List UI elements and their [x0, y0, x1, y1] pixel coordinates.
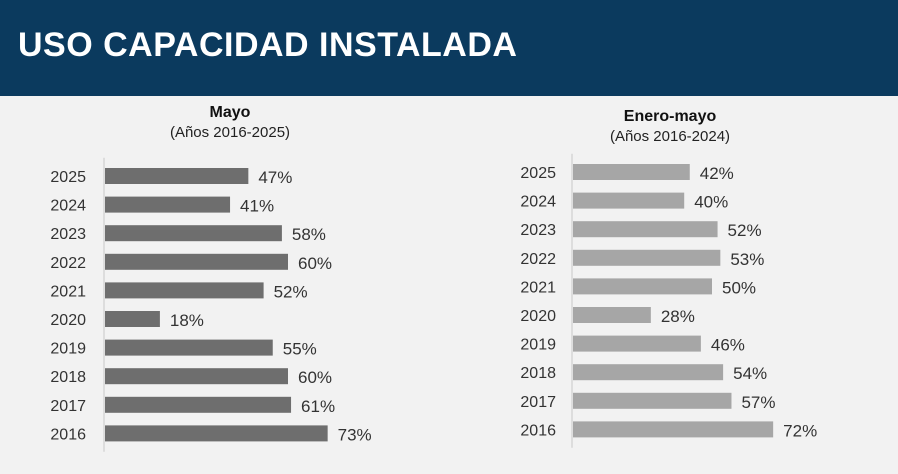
data-label: 54% — [733, 364, 767, 383]
bar — [573, 335, 701, 352]
y-tick-label: 2019 — [50, 341, 86, 358]
y-tick-label: 2020 — [520, 308, 556, 325]
y-tick-label: 2025 — [520, 165, 556, 182]
page-title: USO CAPACIDAD INSTALADA — [18, 26, 518, 64]
bar — [105, 168, 249, 184]
y-tick-label: 2022 — [520, 251, 556, 268]
y-tick-label: 2019 — [520, 337, 556, 354]
y-tick-label: 2025 — [50, 169, 86, 186]
y-tick-label: 2018 — [50, 369, 86, 386]
chart-title: Enero-mayo — [623, 108, 717, 125]
bar — [573, 278, 712, 295]
data-label: 61% — [301, 397, 335, 416]
data-label: 60% — [298, 368, 332, 387]
y-tick-label: 2016 — [50, 426, 86, 443]
y-tick-label: 2016 — [520, 422, 556, 439]
chart-panel-mayo: Mayo (Años 2016-2025) — [40, 100, 420, 470]
bar — [573, 249, 721, 266]
y-tick-label: 2023 — [50, 226, 86, 243]
bar — [573, 421, 774, 438]
y-tick-label: 2021 — [50, 283, 86, 300]
data-label: 47% — [258, 168, 292, 187]
chart-title: Mayo — [209, 104, 251, 121]
data-label: 41% — [240, 197, 274, 216]
bar — [105, 396, 292, 413]
y-tick-label: 2020 — [50, 312, 86, 329]
data-label: 28% — [661, 307, 695, 326]
data-label: 50% — [722, 278, 756, 297]
bar — [573, 192, 685, 209]
data-label: 46% — [711, 336, 745, 355]
bar — [573, 392, 732, 409]
data-label: 55% — [283, 340, 317, 359]
bar — [573, 364, 724, 381]
y-tick-label: 2017 — [520, 394, 556, 411]
y-tick-label: 2021 — [520, 279, 556, 296]
y-tick-label: 2024 — [520, 194, 556, 211]
data-label: 57% — [741, 393, 775, 412]
bar — [573, 307, 651, 323]
data-label: 72% — [783, 421, 817, 440]
header-banner: USO CAPACIDAD INSTALADA — [0, 0, 898, 96]
data-label: 40% — [694, 193, 728, 212]
y-tick-label: 2022 — [50, 255, 86, 272]
bar — [105, 311, 160, 327]
bar — [105, 339, 273, 356]
y-tick-label: 2017 — [50, 398, 86, 415]
y-tick-label: 2024 — [50, 198, 86, 215]
bar — [105, 368, 288, 385]
bar — [573, 221, 718, 238]
bar — [105, 282, 264, 299]
chart-subtitle: (Años 2016-2024) — [609, 128, 731, 145]
bar — [573, 164, 690, 180]
bar — [105, 196, 231, 213]
data-label: 42% — [700, 164, 734, 183]
bar — [105, 253, 288, 270]
data-label: 73% — [338, 425, 372, 444]
data-label: 53% — [730, 250, 764, 269]
data-label: 52% — [728, 221, 762, 240]
data-label: 60% — [298, 254, 332, 273]
chart-panel-enero-mayo: Enero-mayo (Años 2016-2024) — [480, 104, 860, 470]
bar — [105, 425, 328, 442]
data-label: 18% — [170, 311, 204, 330]
y-tick-label: 2023 — [520, 222, 556, 239]
bar — [105, 225, 282, 242]
y-tick-label: 2018 — [520, 365, 556, 382]
data-label: 58% — [292, 225, 326, 244]
chart-subtitle: (Años 2016-2025) — [169, 124, 291, 141]
data-label: 52% — [274, 282, 308, 301]
